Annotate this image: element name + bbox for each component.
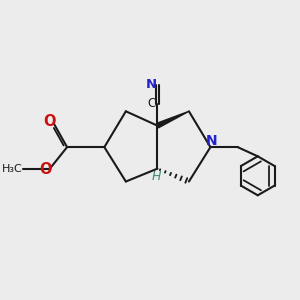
Text: H: H [152,170,161,183]
Text: H₃C: H₃C [2,164,22,174]
Text: N: N [146,78,157,91]
Polygon shape [156,111,189,128]
Text: O: O [43,114,56,129]
Text: N: N [206,134,218,148]
Text: O: O [39,162,51,177]
Text: C: C [147,97,155,110]
